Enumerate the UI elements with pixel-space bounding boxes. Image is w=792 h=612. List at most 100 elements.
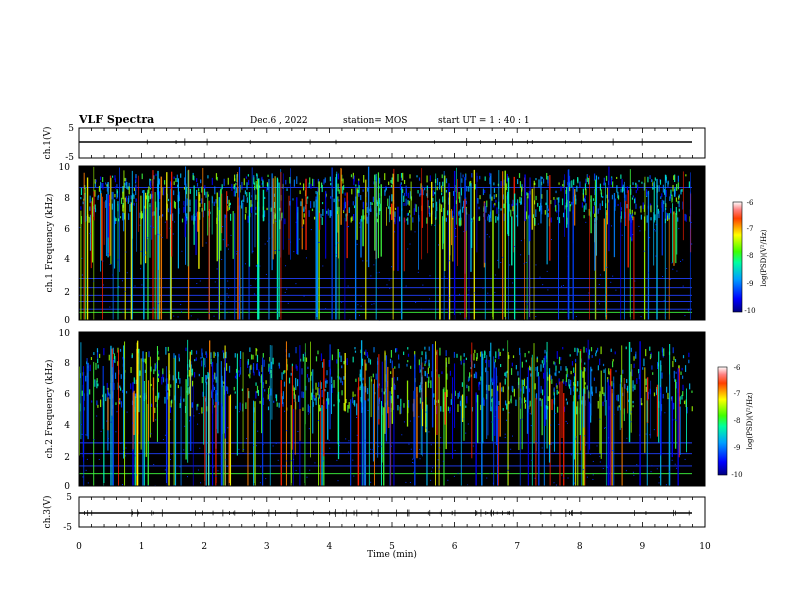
emission-cell <box>255 212 257 215</box>
emission-cell <box>263 359 265 367</box>
noise-cell <box>376 272 378 274</box>
emission-cell <box>124 212 126 220</box>
emission-cell <box>591 355 593 358</box>
emission-cell <box>664 188 666 195</box>
noise-cell <box>305 257 307 259</box>
emission-cell <box>665 176 667 183</box>
noise-cell <box>179 466 181 468</box>
emission-cell <box>262 353 264 358</box>
noise-cell <box>438 468 440 470</box>
emission-cell <box>169 405 172 413</box>
noise-cell <box>497 418 499 420</box>
emission-cell <box>105 182 107 185</box>
emission-cell <box>321 202 324 205</box>
emission-cell <box>278 362 280 367</box>
emission-cell <box>542 363 545 368</box>
emission-cell <box>543 357 545 365</box>
emission-cell <box>540 400 542 407</box>
emission-cell <box>535 178 537 181</box>
emission-cell <box>516 215 518 218</box>
emission-cell <box>145 358 147 364</box>
emission-cell <box>686 407 688 414</box>
emission-cell <box>667 182 669 187</box>
noise-cell <box>346 226 348 228</box>
noise-cell <box>675 420 677 422</box>
emission-cell <box>637 184 639 191</box>
noise-cell <box>253 421 255 423</box>
noise-cell <box>664 412 666 414</box>
noise-cell <box>81 433 83 435</box>
ch3-ytick-top: 5 <box>66 493 72 503</box>
emission-cell <box>461 382 463 387</box>
emission-cell <box>641 181 643 184</box>
noise-cell <box>658 476 660 478</box>
noise-cell <box>486 301 488 303</box>
emission-cell <box>407 212 409 216</box>
noise-cell <box>150 433 152 435</box>
emission-cell <box>189 199 191 206</box>
noise-cell <box>140 250 142 252</box>
noise-cell <box>125 251 127 253</box>
emission-cell <box>352 391 354 398</box>
emission-cell <box>253 177 255 185</box>
noise-cell <box>284 291 286 293</box>
noise-cell <box>109 263 111 265</box>
emission-cell <box>396 348 398 352</box>
emission-cell <box>608 368 610 375</box>
emission-cell <box>588 177 590 185</box>
emission-cell <box>406 363 408 367</box>
emission-cell <box>419 385 421 393</box>
emission-cell <box>460 187 463 196</box>
noise-cell <box>512 435 514 437</box>
emission-cell <box>554 199 556 208</box>
emission-cell <box>106 184 108 187</box>
emission-cell <box>379 203 381 212</box>
emission-cell <box>491 388 493 397</box>
emission-cell <box>638 369 640 374</box>
noise-cell <box>200 482 202 484</box>
emission-cell <box>315 397 317 406</box>
emission-cell <box>338 376 340 380</box>
ch1-ytick-10: 10 <box>59 163 71 173</box>
emission-cell <box>200 356 202 360</box>
emission-cell <box>456 353 458 358</box>
noise-cell <box>216 465 218 467</box>
emission-cell <box>243 178 245 186</box>
emission-cell <box>139 395 141 398</box>
emission-cell <box>344 197 346 205</box>
noise-cell <box>557 308 559 310</box>
noise-cell <box>276 286 278 288</box>
noise-cell <box>295 283 297 285</box>
emission-cell <box>404 218 406 223</box>
emission-cell <box>555 370 557 377</box>
emission-cell <box>588 349 590 356</box>
ch1-ytick-4: 4 <box>64 255 70 265</box>
emission-cell <box>344 192 346 196</box>
noise-cell <box>309 469 311 471</box>
emission-cell <box>408 200 410 206</box>
emission-cell <box>496 385 499 392</box>
noise-cell <box>415 301 417 303</box>
emission-cell <box>362 201 365 210</box>
emission-cell <box>263 210 266 217</box>
emission-cell <box>279 207 281 211</box>
noise-cell <box>116 295 118 297</box>
emission-cell <box>254 185 256 191</box>
noise-cell <box>210 452 212 454</box>
noise-cell <box>430 479 432 481</box>
emission-cell <box>407 199 409 205</box>
noise-cell <box>124 290 126 292</box>
emission-cell <box>441 192 443 196</box>
emission-cell <box>235 405 237 409</box>
noise-cell <box>322 265 324 267</box>
emission-cell <box>397 354 400 360</box>
emission-cell <box>633 363 635 369</box>
emission-cell <box>116 184 118 188</box>
emission-cell <box>632 400 634 404</box>
emission-cell <box>524 403 526 409</box>
emission-cell <box>558 217 561 224</box>
emission-cell <box>205 191 207 198</box>
emission-cell <box>414 351 416 357</box>
emission-cell <box>188 369 190 377</box>
emission-cell <box>529 365 531 371</box>
